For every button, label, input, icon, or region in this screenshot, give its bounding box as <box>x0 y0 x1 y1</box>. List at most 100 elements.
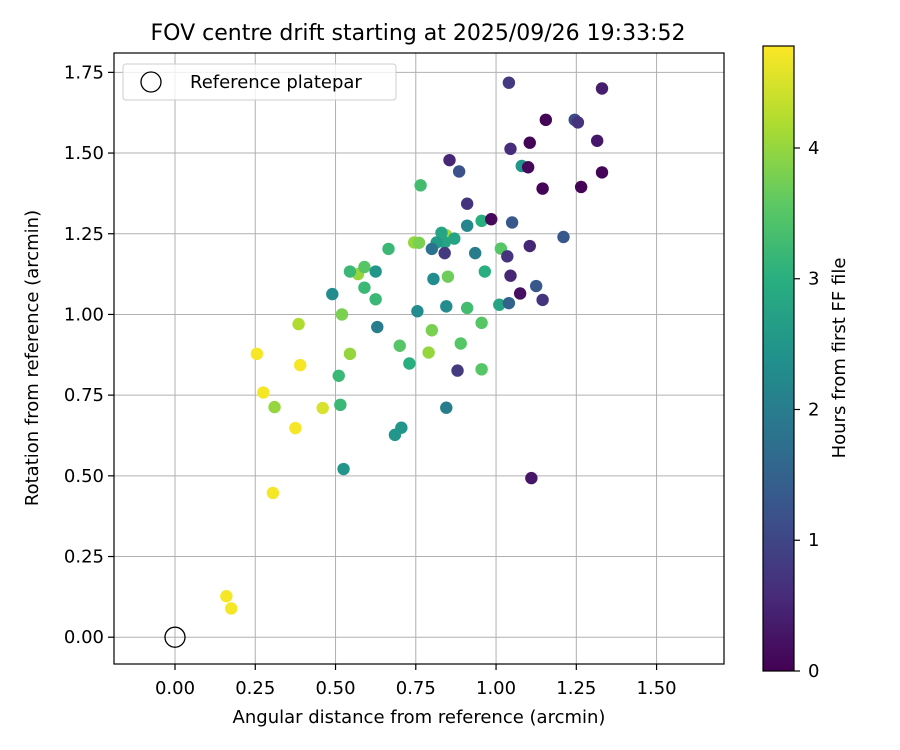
data-point <box>574 180 588 194</box>
data-point <box>478 265 492 278</box>
legend-box <box>122 63 397 101</box>
data-point <box>358 260 371 274</box>
colorbar-tick-label: 2 <box>808 399 819 420</box>
data-point <box>448 232 461 245</box>
y-tick-label: 0.50 <box>64 466 104 487</box>
data-point <box>440 300 453 313</box>
colorbar-tick-label: 3 <box>808 269 819 290</box>
y-axis-ticks: 0.00 0.25 0.50 0.75 1.00 1.25 1.50 1.75 <box>64 62 114 648</box>
plot-background <box>114 53 724 664</box>
data-point <box>395 421 408 434</box>
data-point <box>427 272 440 286</box>
y-tick-label: 1.25 <box>64 224 104 245</box>
data-point <box>505 216 519 229</box>
data-point <box>289 421 302 435</box>
data-point <box>539 113 553 127</box>
colorbar-tick-label: 4 <box>808 138 819 159</box>
data-point <box>266 486 280 500</box>
legend: Reference platepar <box>122 63 397 101</box>
plot-area: 0.00 0.25 0.50 0.75 1.00 1.25 1.50 0.00 0.25 0.5… <box>64 52 725 699</box>
x-tick-label: 1.25 <box>556 678 596 699</box>
data-point <box>403 357 416 370</box>
y-tick-label: 0.00 <box>64 627 104 648</box>
colorbar-ticks: 0 1 2 3 4 <box>794 138 819 682</box>
data-point <box>513 287 527 300</box>
x-tick-label: 0.25 <box>235 678 275 699</box>
data-point <box>475 316 488 330</box>
y-tick-label: 1.75 <box>64 62 104 83</box>
data-point <box>460 301 474 315</box>
data-point <box>257 386 270 399</box>
data-point <box>294 358 307 372</box>
data-point <box>332 369 345 382</box>
data-point <box>557 230 570 244</box>
data-point <box>523 239 536 253</box>
data-point <box>425 324 439 337</box>
data-point <box>220 590 233 603</box>
data-point <box>369 265 382 278</box>
data-point <box>440 401 453 414</box>
data-point <box>438 246 451 260</box>
data-point <box>502 76 516 89</box>
data-point <box>343 347 357 361</box>
data-point <box>393 339 406 352</box>
reference-marker <box>164 626 186 648</box>
data-point <box>358 281 371 294</box>
y-tick-label: 1.00 <box>64 304 104 325</box>
data-point <box>451 364 464 377</box>
data-point <box>536 293 549 307</box>
data-point <box>468 246 482 260</box>
data-point <box>343 265 357 278</box>
reference-marker-layer <box>164 626 186 648</box>
data-point <box>371 320 384 334</box>
data-point <box>441 270 455 283</box>
data-point <box>501 250 514 263</box>
colorbar-label: Hours from first FF file <box>829 258 850 459</box>
data-point <box>334 398 347 412</box>
colorbar-tick-label: 0 <box>808 661 819 682</box>
x-axis-label: Angular distance from reference (arcmin) <box>233 707 606 728</box>
data-point <box>525 471 538 485</box>
data-point <box>326 287 339 301</box>
data-point <box>435 226 448 239</box>
data-point <box>250 347 264 361</box>
plot-frame <box>113 52 725 665</box>
data-point <box>504 142 517 156</box>
data-point <box>523 136 536 149</box>
data-point <box>382 242 395 256</box>
y-tick-label: 0.75 <box>64 385 104 406</box>
colorbar-gradient <box>762 45 795 672</box>
data-point <box>411 305 424 318</box>
data-point <box>493 298 506 311</box>
data-point <box>590 134 604 147</box>
colorbar-tick-label: 1 <box>808 530 819 551</box>
data-point <box>422 346 435 359</box>
y-tick-label: 1.50 <box>64 143 104 164</box>
data-point <box>316 401 329 415</box>
data-point <box>335 308 349 321</box>
data-point <box>521 161 535 174</box>
data-point <box>337 462 350 476</box>
data-point <box>536 182 549 195</box>
data-point <box>412 236 426 249</box>
data-point <box>425 242 439 256</box>
data-point <box>224 602 238 615</box>
data-point <box>529 279 543 293</box>
data-point <box>460 219 474 232</box>
x-tick-label: 0.00 <box>155 678 195 699</box>
data-point <box>292 317 305 331</box>
colorbar: 0 1 2 3 4 Hours from first FF file <box>762 45 850 682</box>
data-point <box>485 213 498 226</box>
chart-title: FOV centre drift starting at 2025/09/26 … <box>151 21 686 46</box>
y-axis-label: Rotation from reference (arcmin) <box>22 210 43 506</box>
data-point <box>504 269 517 282</box>
data-point <box>595 82 609 95</box>
legend-entry-reference-platepar: Reference platepar <box>190 72 362 93</box>
legend-reference-marker <box>140 71 162 93</box>
data-points <box>220 76 609 615</box>
data-point <box>460 197 474 210</box>
x-tick-label: 1.50 <box>637 678 677 699</box>
data-point <box>454 337 467 350</box>
gridlines <box>114 53 724 664</box>
